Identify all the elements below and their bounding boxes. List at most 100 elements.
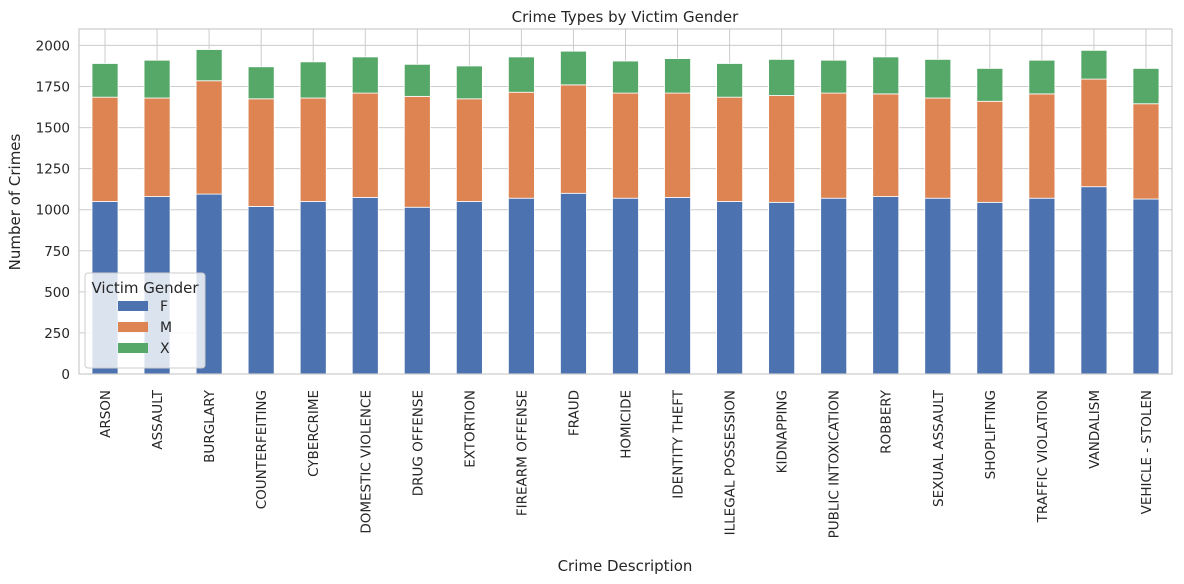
x-tick-label: ILLEGAL POSSESSION xyxy=(723,390,739,535)
y-tick-label: 750 xyxy=(44,244,70,260)
y-tick-labels: 0 250 500 750 1000 1250 1500 1750 2000 xyxy=(36,38,70,383)
x-tick-label: FRAUD xyxy=(566,390,582,436)
legend-swatch-m xyxy=(118,322,148,332)
bar-segment-m xyxy=(351,92,379,198)
x-tick-label: DRUG OFFENSE xyxy=(410,390,426,496)
bar-segment-f xyxy=(820,197,848,375)
x-tick-label: IDENTITY THEFT xyxy=(671,389,687,498)
bar-segment-x xyxy=(351,56,379,94)
bar-segment-x xyxy=(195,49,223,82)
bar-segment-x xyxy=(143,59,171,99)
bar-segment-x xyxy=(403,63,431,97)
bar-segment-x xyxy=(299,61,327,99)
bar-segment-m xyxy=(1132,103,1160,200)
plot-frame xyxy=(78,28,1173,375)
bar-segment-m xyxy=(143,97,171,197)
x-tick-label: ARSON xyxy=(98,390,114,438)
bar-segment-m xyxy=(768,95,796,203)
bar-segment-x xyxy=(91,63,119,98)
bar-segment-m xyxy=(820,92,848,199)
x-tick-label: COUNTERFEITING xyxy=(254,390,270,509)
y-tick-label: 1250 xyxy=(36,162,70,178)
y-tick-label: 2000 xyxy=(36,38,70,54)
bar-segment-x xyxy=(1132,68,1160,105)
x-tick-label: ASSAULT xyxy=(150,389,166,449)
bar-segment-x xyxy=(924,58,952,99)
bar-segment-x xyxy=(820,59,848,94)
bar-segment-f xyxy=(403,206,431,375)
bar-segment-f xyxy=(924,197,952,375)
bar-segment-f xyxy=(664,196,691,375)
legend-label-f: F xyxy=(160,299,168,315)
bar-segment-f xyxy=(455,201,483,375)
x-tick-label: HOMICIDE xyxy=(619,390,635,459)
x-tick-label: FIREARM OFFENSE xyxy=(514,390,530,516)
bar-segment-m xyxy=(507,91,535,199)
legend: Victim Gender FMX xyxy=(84,272,206,369)
bar-segment-f xyxy=(768,201,796,375)
chart-title: Crime Types by Victim Gender xyxy=(512,8,740,26)
bar-segment-f xyxy=(1080,186,1108,375)
bar-segment-x xyxy=(872,56,900,95)
bar-segment-m xyxy=(560,84,587,194)
x-tick-label: CYBERCRIME xyxy=(306,390,322,477)
bar-segment-f xyxy=(560,192,587,375)
bar-segment-x xyxy=(716,63,744,98)
bar-segment-m xyxy=(924,97,952,199)
bar-segment-x xyxy=(976,68,1004,102)
bar-segment-m xyxy=(299,97,327,202)
bar-segment-m xyxy=(1028,93,1056,199)
bar-segment-m xyxy=(455,98,483,202)
bar-segment-x xyxy=(247,66,275,100)
bar-segment-x xyxy=(507,56,535,93)
y-tick-label: 1000 xyxy=(36,203,70,219)
x-tick-label: EXTORTION xyxy=(462,390,478,468)
x-tick-label: PUBLIC INTOXICATION xyxy=(827,390,843,538)
y-tick-label: 1500 xyxy=(36,121,70,137)
legend-swatch-x xyxy=(118,343,148,353)
bar-segment-f xyxy=(351,196,379,375)
bars xyxy=(91,49,1160,375)
bar-segment-f xyxy=(612,197,639,375)
x-tick-label: SHOPLIFTING xyxy=(983,390,999,479)
bar-segment-f xyxy=(716,201,744,375)
legend-label-m: M xyxy=(160,320,172,336)
bar-segment-f xyxy=(247,206,275,375)
bar-segment-f xyxy=(507,197,535,375)
x-tick-label: KIDNAPPING xyxy=(775,390,791,473)
x-tick-label: BURGLARY xyxy=(202,389,218,463)
x-tick-label: SEXUAL ASSAULT xyxy=(931,389,947,507)
x-tick-label: TRAFFIC VIOLATION xyxy=(1035,390,1051,523)
x-axis-title: Crime Description xyxy=(558,557,693,575)
y-axis-title: Number of Crimes xyxy=(6,133,24,270)
x-tick-label: VEHICLE - STOLEN xyxy=(1139,390,1155,514)
y-tick-label: 1750 xyxy=(36,80,70,96)
bar-segment-m xyxy=(91,96,119,202)
bar-segment-m xyxy=(1080,78,1108,188)
legend-swatch-f xyxy=(118,301,148,311)
bar-segment-m xyxy=(612,92,639,199)
x-tick-labels: ARSON ASSAULT BURGLARY COUNTERFEITING CYBERC… xyxy=(98,389,1155,538)
bar-segment-f xyxy=(299,201,327,375)
bar-segment-x xyxy=(768,58,796,96)
legend-box xyxy=(84,272,206,369)
bar-segment-m xyxy=(403,95,431,208)
x-tick-label: VANDALISM xyxy=(1087,390,1103,469)
x-tick-label: DOMESTIC VIOLENCE xyxy=(358,390,374,534)
y-tick-label: 0 xyxy=(61,367,70,383)
bar-segment-x xyxy=(612,60,639,94)
bar-segment-x xyxy=(560,50,587,86)
bar-segment-x xyxy=(1028,59,1056,95)
bar-segment-f xyxy=(1132,198,1160,375)
bar-segment-m xyxy=(716,96,744,202)
bar-segment-m xyxy=(664,92,691,198)
bar-segment-m xyxy=(976,100,1004,203)
y-tick-label: 500 xyxy=(44,285,70,301)
legend-label-x: X xyxy=(160,341,170,357)
bar-segment-m xyxy=(872,93,900,197)
bar-segment-f xyxy=(1028,197,1056,375)
x-tick-label: ROBBERY xyxy=(879,389,895,454)
bar-segment-x xyxy=(664,58,691,94)
bar-segment-f xyxy=(976,201,1004,375)
